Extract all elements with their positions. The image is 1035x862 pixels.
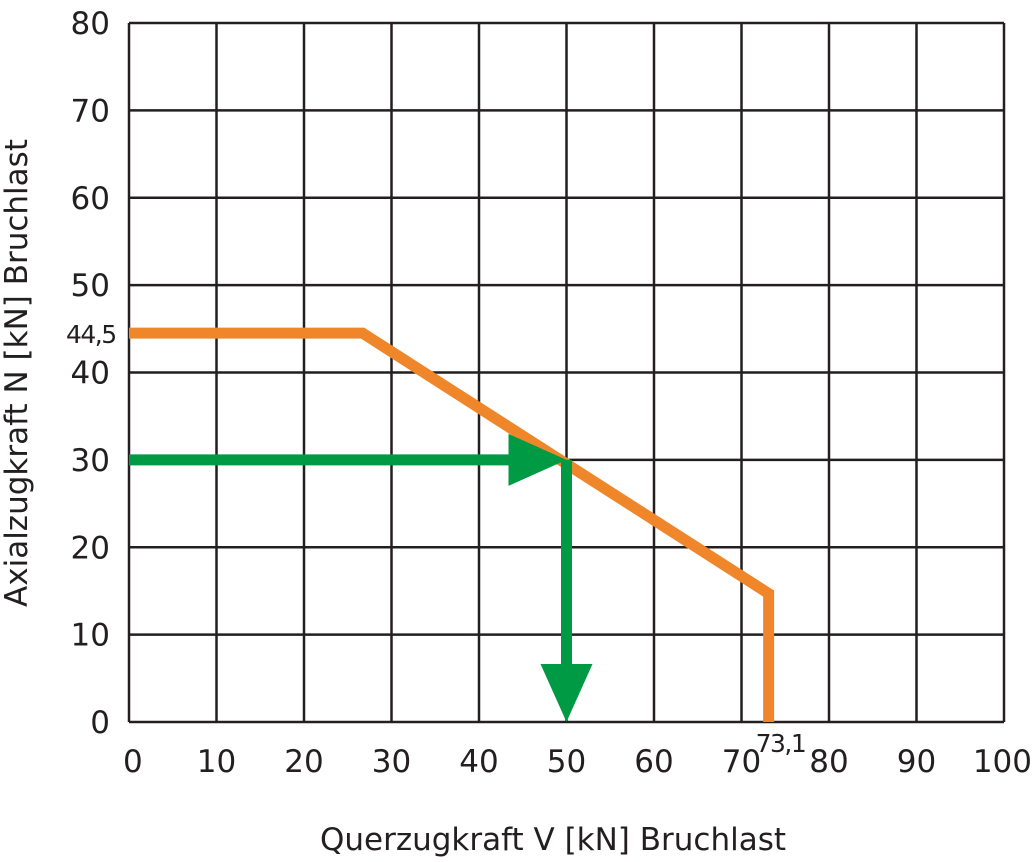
y-tick-label: 40 [71,356,110,392]
arrow-head [540,664,593,722]
x-annotation-label: 73,1 [756,729,806,758]
x-tick-label: 80 [809,744,848,780]
series-line [129,327,775,722]
x-tick-label: 30 [372,744,411,780]
x-tick-label: 40 [459,744,498,780]
x-tick-labels: 0 10 20 30 40 50 60 70 80 90 100 [123,744,1032,780]
y-tick-label: 50 [71,268,110,304]
x-tick-label: 0 [123,744,143,780]
y-annotation-label: 44,5 [66,320,116,349]
x-tick-label: 20 [284,744,323,780]
x-axis-title: Querzugkraft V [kN] Bruchlast [320,822,786,858]
y-tick-label: 70 [71,93,110,129]
y-tick-label: 30 [71,443,110,479]
y-tick-label: 10 [71,618,110,654]
x-tick-label: 50 [547,744,586,780]
x-tick-label: 90 [897,744,936,780]
arrow-head [508,433,567,486]
x-tick-label: 60 [634,744,673,780]
y-tick-labels: 0 10 20 30 40 50 60 70 80 [71,6,110,741]
plot-marks [129,327,775,722]
y-tick-label: 20 [71,530,110,566]
x-tick-label: 10 [197,744,236,780]
y-tick-label: 80 [71,6,110,42]
x-tick-label: 70 [722,744,761,780]
x-tick-label: 100 [973,744,1032,780]
y-tick-label: 0 [90,705,110,741]
y-axis-title: Axialzugkraft N [kN] Bruchlast [0,139,35,607]
y-tick-label: 60 [71,181,110,217]
